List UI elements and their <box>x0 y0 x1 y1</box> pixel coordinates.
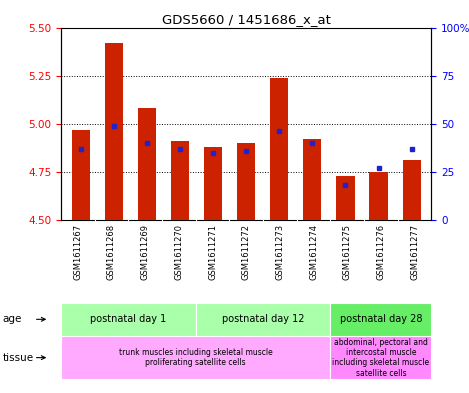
Text: GSM1611271: GSM1611271 <box>208 224 217 280</box>
Bar <box>196 303 331 336</box>
Text: trunk muscles including skeletal muscle
proliferating satellite cells: trunk muscles including skeletal muscle … <box>119 348 272 367</box>
Bar <box>61 336 331 379</box>
Bar <box>336 176 355 220</box>
Text: GSM1611270: GSM1611270 <box>174 224 183 280</box>
Text: GSM1611269: GSM1611269 <box>141 224 150 280</box>
Bar <box>105 43 123 220</box>
Bar <box>204 147 222 220</box>
Bar <box>331 336 431 379</box>
Text: age: age <box>2 314 22 324</box>
Bar <box>138 108 156 220</box>
Bar <box>72 130 90 220</box>
Bar <box>331 303 431 336</box>
Text: postnatal day 12: postnatal day 12 <box>222 314 304 324</box>
Text: GSM1611267: GSM1611267 <box>73 224 83 280</box>
Text: GSM1611277: GSM1611277 <box>410 224 419 280</box>
Bar <box>171 141 189 220</box>
Bar <box>370 172 388 220</box>
Text: postnatal day 1: postnatal day 1 <box>90 314 166 324</box>
Bar <box>61 303 196 336</box>
Text: postnatal day 28: postnatal day 28 <box>340 314 422 324</box>
Text: GSM1611272: GSM1611272 <box>242 224 251 280</box>
Text: GSM1611273: GSM1611273 <box>275 224 284 280</box>
Bar <box>303 139 321 220</box>
Text: GSM1611276: GSM1611276 <box>377 224 386 280</box>
Bar <box>402 160 421 220</box>
Text: tissue: tissue <box>2 353 33 363</box>
Bar <box>270 77 288 220</box>
Bar <box>237 143 255 220</box>
Title: GDS5660 / 1451686_x_at: GDS5660 / 1451686_x_at <box>162 13 331 26</box>
Text: GSM1611274: GSM1611274 <box>309 224 318 280</box>
Text: abdominal, pectoral and
intercostal muscle
including skeletal muscle
satellite c: abdominal, pectoral and intercostal musc… <box>333 338 430 378</box>
Text: GSM1611275: GSM1611275 <box>343 224 352 280</box>
Text: GSM1611268: GSM1611268 <box>107 224 116 280</box>
